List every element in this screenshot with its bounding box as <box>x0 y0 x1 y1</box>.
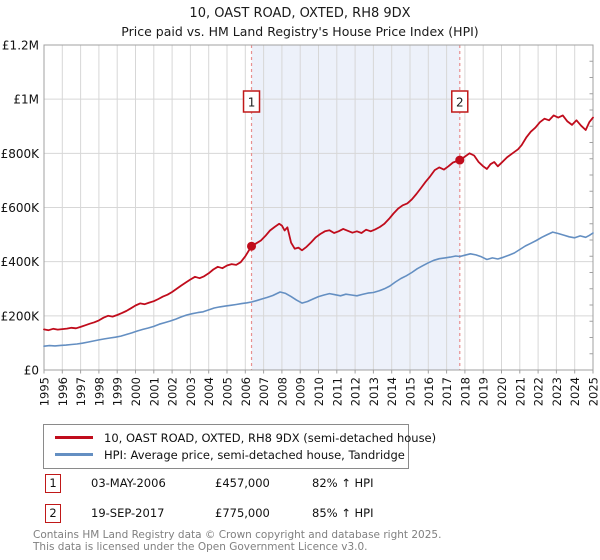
y-axis-tick-label: £1M <box>13 93 39 107</box>
x-axis-tick-label: 2023 <box>550 377 564 406</box>
chart-legend: 10, OAST ROAD, OXTED, RH8 9DX (semi-deta… <box>43 424 436 469</box>
footer-line-2: This data is licensed under the Open Gov… <box>33 540 368 553</box>
x-axis-tick-label: 2005 <box>221 377 235 406</box>
sale-marker-box <box>242 90 261 113</box>
sale-marker-box <box>451 90 469 113</box>
x-axis-tick-label: 2017 <box>440 377 454 406</box>
y-axis-tick-label: £400K <box>1 255 41 269</box>
x-axis-tick-label: 2012 <box>349 377 363 406</box>
transaction-marker-badge: 1 <box>45 474 61 493</box>
y-axis-tick-label: £600K <box>1 201 41 215</box>
sale-point-dot <box>455 155 465 165</box>
x-axis-tick-label: 2025 <box>587 377 600 406</box>
x-axis-tick-label: 2022 <box>532 377 546 406</box>
license-footer: Contains HM Land Registry data © Crown c… <box>33 529 593 553</box>
y-axis-tick-label: £1.2M <box>2 39 39 53</box>
x-axis-tick-label: 2020 <box>495 377 509 406</box>
y-axis-tick-label: £0 <box>24 364 39 378</box>
x-axis-tick-label: 2014 <box>385 377 399 406</box>
x-axis-tick-label: 1996 <box>56 377 70 406</box>
legend-label: 10, OAST ROAD, OXTED, RH8 9DX (semi-deta… <box>104 430 437 445</box>
x-axis-tick-label: 2001 <box>147 377 161 406</box>
transaction-marker-badge: 2 <box>45 504 61 523</box>
x-axis-tick-label: 1995 <box>38 377 52 406</box>
chart-title-block: 10, OAST ROAD, OXTED, RH8 9DX Price paid… <box>0 5 600 40</box>
x-axis-tick-label: 2018 <box>458 377 472 406</box>
transaction-row: 2 19-SEP-2017 £775,000 85% ↑ HPI <box>0 504 600 524</box>
transaction-date: 03-MAY-2006 <box>91 476 166 490</box>
hpi-line <box>43 231 594 348</box>
property-line-swatch <box>55 436 93 439</box>
legend-item-hpi: HPI: Average price, semi-detached house,… <box>50 446 405 463</box>
x-axis-tick-label: 2019 <box>477 377 491 406</box>
x-axis-tick-label: 2004 <box>202 377 216 406</box>
transaction-hpi-delta: 85% ↑ HPI <box>312 506 374 520</box>
y-axis-tick-label: £200K <box>1 309 41 323</box>
transaction-row: 1 03-MAY-2006 £457,000 82% ↑ HPI <box>0 474 600 494</box>
price-chart: 1 2 £0 £200K £400K £600K £800K £1M £1.2M 1995 1996… <box>1 39 600 407</box>
transaction-date: 19-SEP-2017 <box>91 506 165 520</box>
property-price-line <box>43 114 594 332</box>
x-axis-tick-label: 2024 <box>568 377 582 406</box>
sale-point-dot <box>247 241 257 251</box>
transaction-price: £775,000 <box>215 506 270 520</box>
x-axis-tick-label: 2016 <box>422 377 436 406</box>
legend-item-property: 10, OAST ROAD, OXTED, RH8 9DX (semi-deta… <box>50 429 436 446</box>
x-axis-tick-label: 2002 <box>166 377 180 406</box>
transaction-price: £457,000 <box>215 476 270 490</box>
x-axis-tick-label: 2010 <box>312 377 326 406</box>
sale-marker-number: 1 <box>248 96 256 110</box>
page-subtitle: Price paid vs. HM Land Registry's House … <box>121 24 479 39</box>
x-axis-tick-label: 2009 <box>294 377 308 406</box>
x-axis-tick-label: 1998 <box>92 377 106 406</box>
sale-marker-number: 2 <box>456 96 464 110</box>
x-axis-tick-label: 1997 <box>74 377 88 406</box>
x-axis-tick-label: 2000 <box>129 377 143 406</box>
y-axis-tick-label: £800K <box>1 147 41 161</box>
x-axis-tick-label: 2007 <box>257 377 271 406</box>
x-axis-tick-label: 2008 <box>275 377 289 406</box>
x-axis-tick-label: 2013 <box>367 377 381 406</box>
legend-label: HPI: Average price, semi-detached house,… <box>104 447 405 462</box>
x-axis-tick-label: 2015 <box>404 377 418 406</box>
x-axis-tick-label: 2006 <box>239 377 253 406</box>
page-title: 10, OAST ROAD, OXTED, RH8 9DX <box>189 6 411 21</box>
footer-line-1: Contains HM Land Registry data © Crown c… <box>33 529 442 541</box>
x-axis-tick-label: 2003 <box>184 377 198 406</box>
x-axis-tick-label: 2011 <box>330 377 344 406</box>
hpi-line-swatch <box>55 453 93 456</box>
x-axis-tick-label: 2021 <box>513 377 527 406</box>
x-axis-tick-label: 1999 <box>111 377 125 406</box>
transaction-hpi-delta: 82% ↑ HPI <box>312 476 374 490</box>
